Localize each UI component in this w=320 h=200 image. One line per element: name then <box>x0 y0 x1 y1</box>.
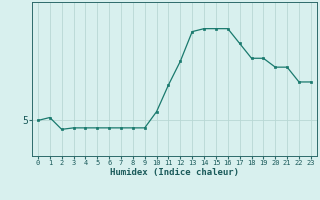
X-axis label: Humidex (Indice chaleur): Humidex (Indice chaleur) <box>110 168 239 177</box>
